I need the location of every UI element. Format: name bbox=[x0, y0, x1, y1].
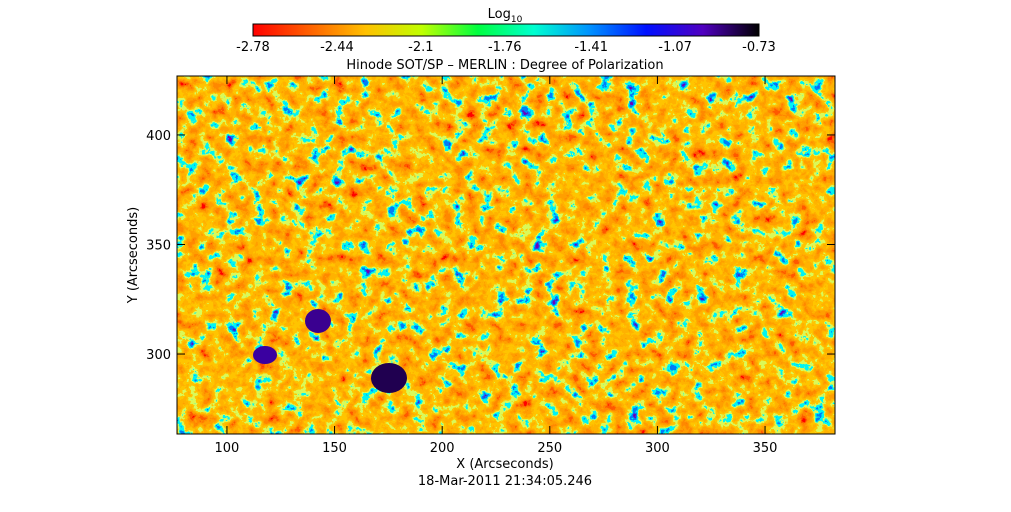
y-tick-label: 300 bbox=[146, 348, 171, 363]
sunspot bbox=[371, 363, 407, 393]
pore bbox=[253, 346, 277, 364]
polarization-image bbox=[177, 76, 835, 434]
y-tick-label: 400 bbox=[146, 129, 171, 144]
colorbar-tick-label: -2.1 bbox=[408, 40, 433, 55]
colorbar-tick-label: -2.44 bbox=[320, 40, 354, 55]
colorbar-tick-label: -0.73 bbox=[742, 40, 776, 55]
colorbar-tick-label: -1.41 bbox=[574, 40, 608, 55]
y-tick-label: 350 bbox=[146, 238, 171, 253]
colorbar-title-text: Log bbox=[488, 7, 511, 22]
x-tick-label: 250 bbox=[537, 441, 562, 456]
colorbar-title-subscript: 10 bbox=[511, 15, 523, 25]
chart-title: Hinode SOT/SP – MERLIN : Degree of Polar… bbox=[346, 58, 663, 73]
pore bbox=[305, 309, 331, 333]
x-axis-label: X (Arcseconds) bbox=[456, 457, 553, 472]
date-label: 18-Mar-2011 21:34:05.246 bbox=[418, 474, 592, 489]
x-tick-label: 350 bbox=[753, 441, 778, 456]
colorbar-tick-label: -1.76 bbox=[488, 40, 522, 55]
colorbar bbox=[252, 23, 760, 37]
x-tick-label: 200 bbox=[430, 441, 455, 456]
x-tick-label: 150 bbox=[322, 441, 347, 456]
colorbar-title: Log10 bbox=[488, 7, 523, 25]
x-tick-label: 100 bbox=[215, 441, 240, 456]
y-axis-label: Y (Arcseconds) bbox=[126, 207, 141, 304]
x-tick-label: 300 bbox=[645, 441, 670, 456]
colorbar-tick-label: -2.78 bbox=[236, 40, 270, 55]
plot-frame bbox=[176, 75, 836, 435]
colorbar-tick-label: -1.07 bbox=[658, 40, 692, 55]
